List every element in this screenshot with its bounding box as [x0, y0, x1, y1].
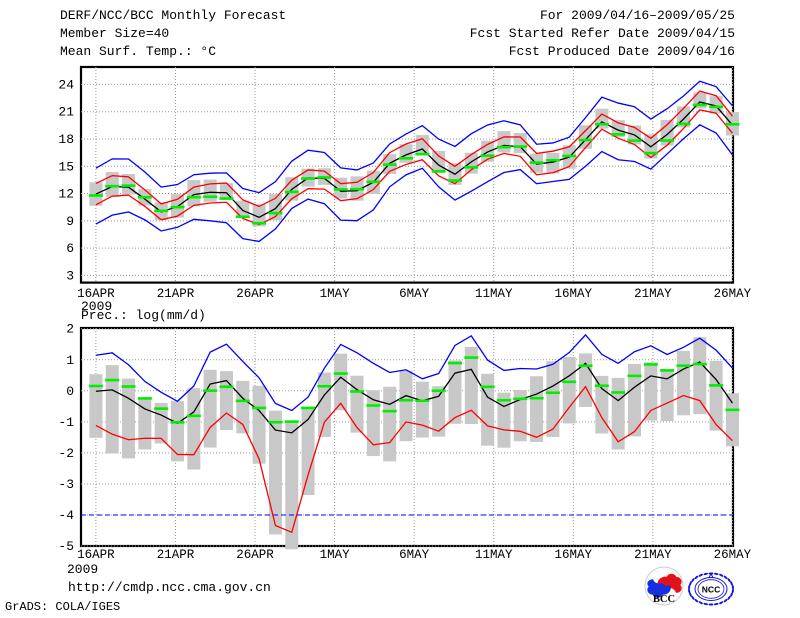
svg-text:11MAY: 11MAY — [475, 548, 513, 562]
svg-text:1MAY: 1MAY — [320, 548, 351, 562]
svg-text:11MAY: 11MAY — [475, 287, 513, 301]
svg-text:21MAY: 21MAY — [634, 548, 672, 562]
svg-text:1MAY: 1MAY — [320, 287, 351, 301]
svg-text:BCC: BCC — [653, 594, 675, 605]
svg-text:-2: -2 — [58, 446, 74, 461]
svg-text:6MAY: 6MAY — [399, 287, 430, 301]
svg-text:26MAY: 26MAY — [714, 548, 752, 562]
svg-text:-1: -1 — [58, 415, 74, 430]
svg-text:24: 24 — [58, 77, 74, 92]
svg-text:21MAY: 21MAY — [634, 287, 672, 301]
svg-text:-4: -4 — [58, 508, 74, 523]
svg-text:21APR: 21APR — [157, 287, 195, 301]
svg-text:6MAY: 6MAY — [399, 548, 430, 562]
svg-text:0: 0 — [66, 384, 74, 399]
svg-text:16MAY: 16MAY — [555, 548, 593, 562]
svg-text:6: 6 — [66, 241, 74, 256]
svg-text:3: 3 — [66, 268, 74, 283]
svg-text:15: 15 — [58, 159, 74, 174]
svg-text:12: 12 — [58, 187, 74, 202]
svg-text:18: 18 — [58, 132, 74, 147]
svg-text:-3: -3 — [58, 477, 74, 492]
svg-text:21: 21 — [58, 105, 74, 120]
svg-text:26MAY: 26MAY — [714, 287, 752, 301]
svg-text:2: 2 — [66, 322, 74, 337]
svg-text:NCC: NCC — [702, 584, 720, 594]
svg-text:1: 1 — [66, 353, 74, 368]
svg-text:9: 9 — [66, 214, 74, 229]
svg-text:21APR: 21APR — [157, 548, 195, 562]
svg-text:26APR: 26APR — [236, 548, 274, 562]
svg-text:26APR: 26APR — [236, 287, 274, 301]
svg-text:16APR: 16APR — [77, 548, 115, 562]
svg-text:16MAY: 16MAY — [555, 287, 593, 301]
svg-text:-5: -5 — [58, 539, 74, 554]
